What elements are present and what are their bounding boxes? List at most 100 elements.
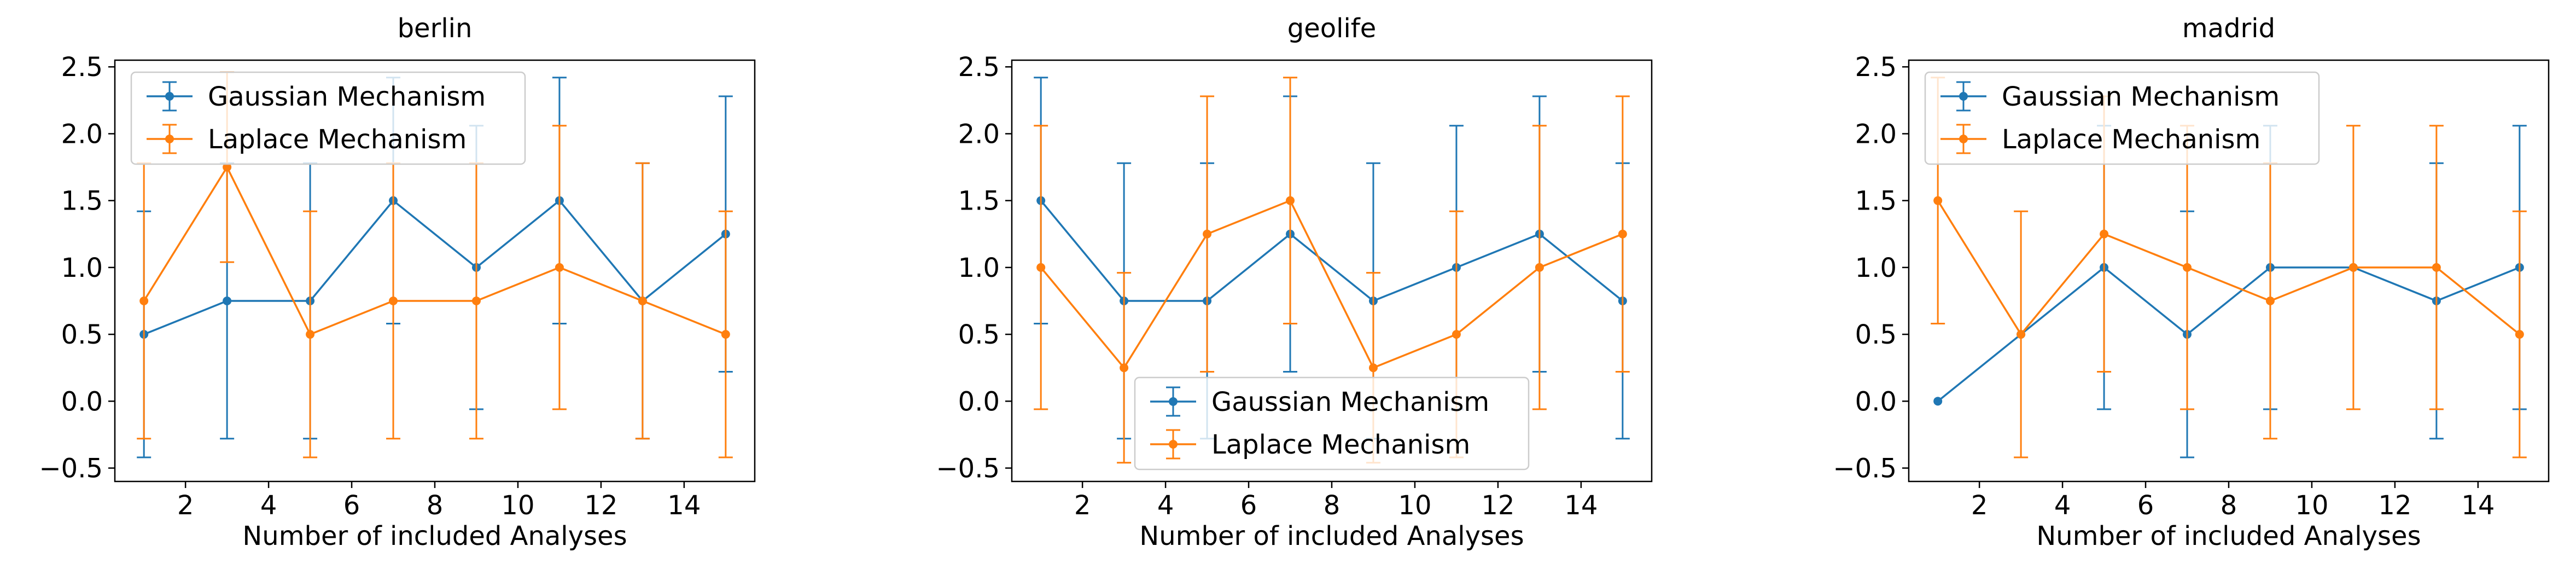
madrid-laplace-mechanism-point xyxy=(1933,196,1943,205)
geolife-legend-gaussian-mechanism-label: Gaussian Mechanism xyxy=(1211,387,1489,417)
berlin-ytick-label: 0.5 xyxy=(61,320,103,350)
madrid-xtick-label: 4 xyxy=(2054,490,2071,521)
berlin-ytick-label: −0.5 xyxy=(39,454,103,484)
geolife-laplace-mechanism-point xyxy=(1535,263,1544,272)
madrid-laplace-mechanism-point xyxy=(2100,229,2109,239)
madrid-legend-box xyxy=(1924,71,2320,165)
geolife-ytick-label: 1.5 xyxy=(958,186,1000,217)
madrid-ytick-label: 0.5 xyxy=(1855,320,1897,350)
madrid-xtick-label: 12 xyxy=(2378,490,2411,521)
geolife-xtick-label: 4 xyxy=(1157,490,1174,521)
madrid-ytick-label: 1.5 xyxy=(1855,186,1897,217)
geolife-ytick-label: −0.5 xyxy=(936,454,1000,484)
berlin-xtick-label: 12 xyxy=(584,490,617,521)
berlin-xtick-label: 10 xyxy=(501,490,534,521)
berlin-gaussian-mechanism-point xyxy=(223,297,232,305)
berlin-legend-box xyxy=(130,71,526,165)
berlin-legend-gaussian-mechanism-marker xyxy=(165,92,174,101)
madrid-xtick-label: 8 xyxy=(2221,490,2237,521)
geolife-laplace-mechanism-point xyxy=(1618,229,1627,239)
berlin-laplace-mechanism-point xyxy=(555,263,564,272)
geolife-laplace-mechanism-point xyxy=(1368,363,1378,373)
geolife-xlabel: Number of included Analyses xyxy=(1139,521,1524,551)
berlin-ytick-label: 2.5 xyxy=(61,52,103,83)
berlin-laplace-mechanism-point xyxy=(306,330,315,339)
berlin-laplace-mechanism-point xyxy=(471,297,481,305)
geolife-xtick-label: 10 xyxy=(1398,490,1431,521)
madrid-legend: Gaussian Mechanism Laplace Mechanism xyxy=(1924,71,2320,165)
geolife-laplace-mechanism-point xyxy=(1203,229,1212,239)
geolife-xtick-label: 2 xyxy=(1074,490,1091,521)
geolife-laplace-mechanism-point xyxy=(1120,363,1129,373)
geolife-legend-laplace-mechanism-marker xyxy=(1169,440,1178,449)
madrid-xtick-label: 14 xyxy=(2461,490,2495,521)
geolife-xtick-label: 8 xyxy=(1324,490,1341,521)
berlin-xtick-label: 2 xyxy=(177,490,194,521)
madrid-ytick-label: 0.0 xyxy=(1855,386,1897,417)
geolife-ytick-label: 2.0 xyxy=(958,119,1000,149)
madrid-laplace-mechanism-point xyxy=(2432,263,2441,272)
madrid-laplace-mechanism-point xyxy=(2265,297,2275,305)
berlin-subplot: berlin Number of included Analyses 2 4 6 8 1… xyxy=(39,13,756,551)
madrid-laplace-mechanism-line xyxy=(1937,200,2520,336)
berlin-xtick-label: 6 xyxy=(343,490,360,521)
madrid-legend-gaussian-mechanism-label: Gaussian Mechanism xyxy=(2002,82,2280,112)
berlin-laplace-mechanism-point xyxy=(389,297,398,305)
berlin-legend-gaussian-mechanism-label: Gaussian Mechanism xyxy=(208,82,486,112)
berlin-laplace-mechanism-point xyxy=(721,330,730,339)
madrid-series-gaussian-mechanism xyxy=(1933,125,2527,458)
berlin-xlabel: Number of included Analyses xyxy=(242,521,627,551)
berlin-legend: Gaussian Mechanism Laplace Mechanism xyxy=(130,71,526,165)
madrid-laplace-mechanism-point xyxy=(2348,263,2358,272)
berlin-xtick-label: 8 xyxy=(427,490,444,521)
madrid-ytick-label: 2.5 xyxy=(1855,52,1897,83)
geolife-xtick-label: 12 xyxy=(1481,490,1514,521)
geolife-gaussian-mechanism-line xyxy=(1040,200,1623,303)
madrid-legend-laplace-mechanism-marker xyxy=(1959,135,1968,143)
madrid-ytick-label: 2.0 xyxy=(1855,119,1897,149)
madrid-laplace-mechanism-point xyxy=(2515,330,2524,339)
berlin-xtick-label: 14 xyxy=(667,490,701,521)
madrid-ytick-label: 1.0 xyxy=(1855,253,1897,283)
madrid-xtick-label: 2 xyxy=(1971,490,1988,521)
berlin-ytick-label: 0.0 xyxy=(61,386,103,417)
madrid-xtick-label: 6 xyxy=(2137,490,2154,521)
berlin-ytick-label: 1.0 xyxy=(61,253,103,283)
geolife-ytick-label: 2.5 xyxy=(958,52,1000,83)
geolife-series-laplace-mechanism xyxy=(1034,77,1630,464)
geolife-xtick-label: 6 xyxy=(1240,490,1257,521)
madrid-gaussian-mechanism-line xyxy=(1937,266,2520,402)
berlin-ytick-label: 1.5 xyxy=(61,186,103,217)
geolife-ytick-label: 1.0 xyxy=(958,253,1000,283)
madrid-gaussian-mechanism-point xyxy=(1933,397,1943,406)
geolife-laplace-mechanism-point xyxy=(1036,263,1046,272)
madrid-xtick-label: 10 xyxy=(2295,490,2328,521)
madrid-subplot: madrid Number of included Analyses 2 4 6 8 1… xyxy=(1833,13,2550,551)
berlin-laplace-mechanism-point xyxy=(139,297,149,305)
madrid-laplace-mechanism-point xyxy=(2183,263,2192,272)
berlin-title: berlin xyxy=(398,13,473,44)
geolife-ytick-label: 0.0 xyxy=(958,386,1000,417)
madrid-xlabel: Number of included Analyses xyxy=(2036,521,2421,551)
berlin-laplace-mechanism-line xyxy=(143,165,726,336)
berlin-xtick-label: 4 xyxy=(260,490,277,521)
berlin-series-laplace-mechanism xyxy=(137,71,733,458)
berlin-laplace-mechanism-point xyxy=(223,162,232,172)
geolife-subplot: geolife Number of included Analyses 2 4 6 8… xyxy=(936,13,1653,551)
geolife-title: geolife xyxy=(1287,13,1376,44)
geolife-legend-laplace-mechanism-label: Laplace Mechanism xyxy=(1211,429,1470,460)
geolife-legend: Gaussian Mechanism Laplace Mechanism xyxy=(1134,376,1530,471)
madrid-legend-gaussian-mechanism-marker xyxy=(1959,92,1968,101)
geolife-laplace-mechanism-point xyxy=(1452,330,1461,339)
geolife-laplace-mechanism-line xyxy=(1040,199,1623,370)
madrid-series-laplace-mechanism xyxy=(1931,77,2527,458)
geolife-laplace-mechanism-point xyxy=(1286,196,1295,205)
geolife-ytick-label: 0.5 xyxy=(958,320,1000,350)
geolife-xtick-label: 14 xyxy=(1564,490,1598,521)
berlin-legend-laplace-mechanism-marker xyxy=(165,135,174,143)
madrid-title: madrid xyxy=(2182,13,2275,44)
berlin-gaussian-mechanism-line xyxy=(143,199,726,335)
geolife-legend-box xyxy=(1134,376,1530,471)
berlin-legend-laplace-mechanism-label: Laplace Mechanism xyxy=(208,124,467,155)
